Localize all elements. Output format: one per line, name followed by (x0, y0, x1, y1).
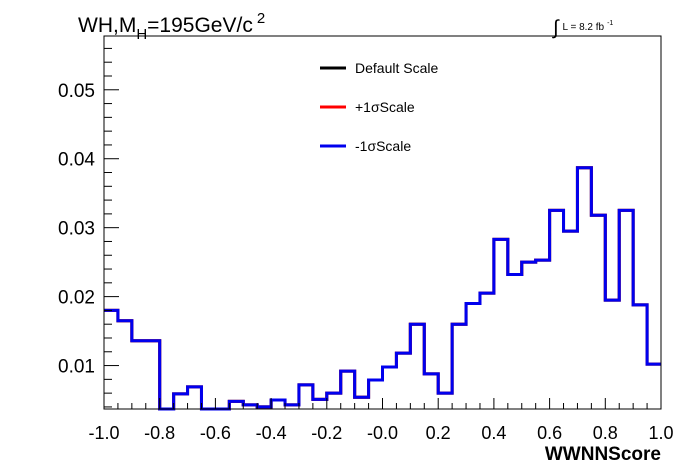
x-tick-label: 0.4 (481, 423, 506, 443)
chart-title: WH,MH=195GeV/c 2 (78, 10, 265, 43)
x-tick-label: 1.0 (648, 423, 673, 443)
title-tail: =195GeV/c (147, 14, 253, 37)
x-tick-label: 0.6 (537, 423, 562, 443)
x-axis-title: WWNNScore (545, 444, 661, 465)
y-tick-label: 0.04 (58, 150, 95, 171)
legend-label: +1σScale (355, 99, 415, 115)
x-tick-label: 0.2 (426, 423, 451, 443)
y-tick-label: 0.05 (58, 81, 95, 102)
x-tick-label: 0.8 (593, 423, 618, 443)
luminosity-text: L = 8.2 fb (562, 22, 605, 33)
title-main: WH,M (78, 14, 137, 37)
legend: Default Scale +1σScale -1σScale (320, 60, 438, 154)
x-tick-label: -0.8 (144, 423, 175, 443)
x-tick-label: -0.2 (311, 423, 342, 443)
series-layer (104, 166, 661, 411)
title-superscript: 2 (256, 10, 266, 27)
y-tick-label: 0.01 (58, 357, 95, 378)
x-tick-label: -0.6 (200, 423, 231, 443)
x-tick-label: -1.0 (88, 423, 119, 443)
y-tick-label: 0.02 (58, 288, 95, 309)
legend-label: -1σScale (355, 138, 411, 154)
series-line (104, 166, 661, 411)
y-tick-label: 0.03 (58, 219, 95, 240)
luminosity-label: ∫ L = 8.2 fb -1 (553, 13, 614, 39)
integral-sign: ∫ (553, 17, 559, 39)
title-subscript: H (136, 26, 148, 43)
axes-layer: -1.0 -0.8 -0.6 -0.4 -0.2 -0.0 0.2 0.4 0.6 0.8 1.0 0… (58, 35, 674, 465)
x-tick-label: -0.0 (367, 423, 398, 443)
x-tick-label: -0.4 (256, 423, 287, 443)
legend-label: Default Scale (355, 60, 438, 76)
luminosity-unit-exponent: -1 (607, 20, 614, 27)
